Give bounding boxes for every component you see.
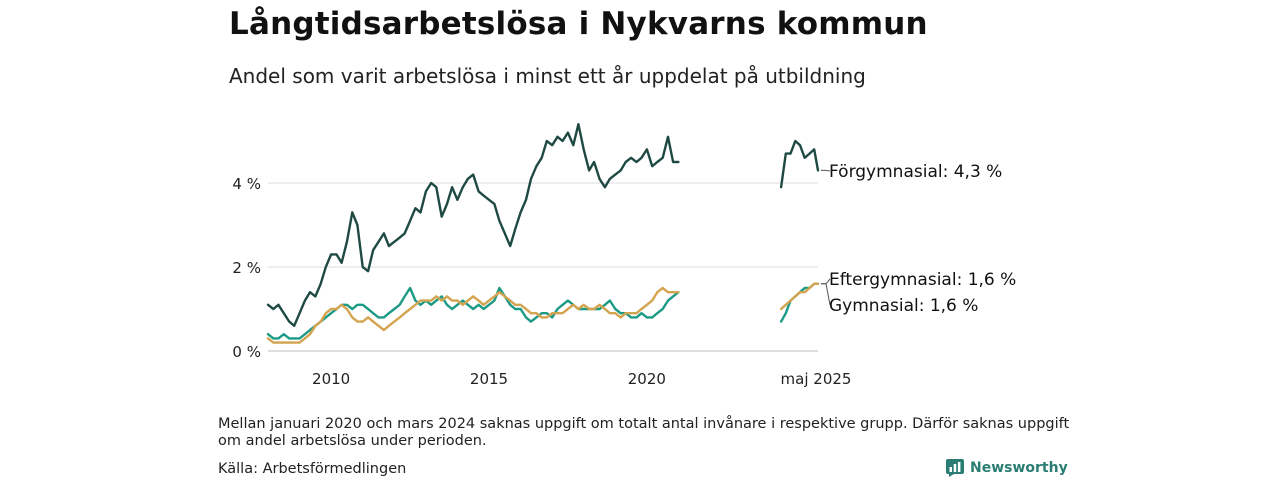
- series-line-förgymnasial-0: [266, 123, 680, 327]
- label-connector: [821, 169, 831, 172]
- series-end-label-förgymnasial: Förgymnasial: 4,3 %: [829, 162, 1002, 182]
- x-tick-label: 2010: [312, 370, 350, 388]
- brand-logo[interactable]: Newsworthy: [946, 459, 1068, 477]
- brand-name: Newsworthy: [970, 460, 1068, 476]
- y-tick-label: 0 %: [232, 343, 261, 361]
- y-tick-label: 2 %: [232, 259, 261, 277]
- label-connector: [821, 283, 831, 306]
- series-line-förgymnasial-1: [779, 139, 820, 189]
- x-tick-label: 2015: [470, 370, 508, 388]
- series-line-eftergymnasial-0: [266, 286, 680, 344]
- x-axis: 2010 2015 2020 maj 2025: [312, 370, 851, 388]
- series-end-label-eftergymnasial: Eftergymnasial: 1,6 %: [829, 270, 1016, 290]
- chart-title: Långtidsarbetslösa i Nykvarns kommun: [229, 6, 928, 42]
- x-end-label: maj 2025: [781, 370, 852, 388]
- line-chart: 0 % 2 % 4 % 2010 2015 2020 maj 2025 Förgymnas…: [232, 123, 1016, 388]
- series-end-labels: Förgymnasial: 4,3 % Eftergymnasial: 1,6 %…: [821, 162, 1016, 316]
- newsworthy-logo-icon: [946, 459, 964, 477]
- gridlines: [268, 182, 818, 352]
- x-tick-label: 2020: [628, 370, 666, 388]
- chart-subtitle: Andel som varit arbetslösa i minst ett å…: [229, 64, 866, 88]
- series-line-eftergymnasial-1: [779, 282, 820, 311]
- series-lines: [266, 123, 820, 344]
- footnote: Mellan januari 2020 och mars 2024 saknas…: [218, 416, 1070, 449]
- y-tick-label: 4 %: [232, 175, 261, 193]
- y-axis: 0 % 2 % 4 %: [232, 175, 261, 361]
- series-end-label-gymnasial: Gymnasial: 1,6 %: [829, 296, 978, 316]
- source-note: Källa: Arbetsförmedlingen: [218, 461, 407, 477]
